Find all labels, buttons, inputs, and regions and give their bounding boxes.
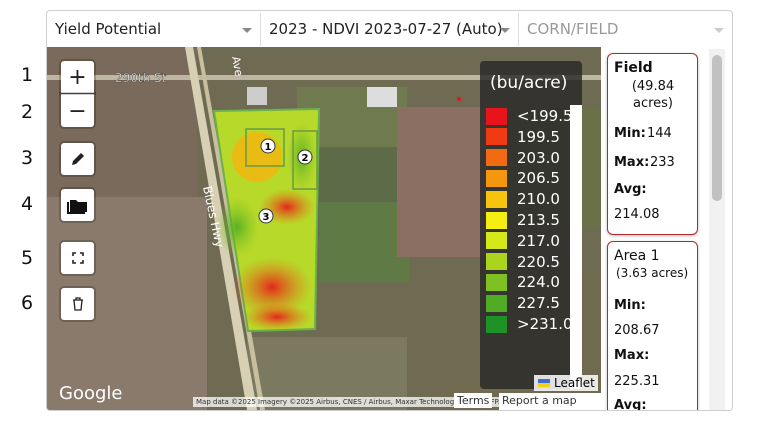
legend-item: 210.0 <box>486 190 560 208</box>
legend-swatch <box>486 190 507 208</box>
legend-swatch <box>486 315 507 333</box>
min-value: 144 <box>647 126 672 141</box>
legend-swatch <box>486 149 507 167</box>
dropdown-text: 2023 - NDVI 2023-07-27 (Auto) <box>269 20 503 38</box>
zoom-in-button[interactable]: + <box>61 61 94 93</box>
legend-item: 217.0 <box>486 232 560 250</box>
legend-label: >231.0 <box>517 315 573 333</box>
max-value: 233 <box>650 155 675 170</box>
min-label: Min: <box>614 126 646 141</box>
legend-swatch <box>486 128 507 146</box>
avg-label: Avg: <box>614 398 647 410</box>
legend-label: 217.0 <box>517 231 560 250</box>
legend-label: 227.5 <box>517 294 560 313</box>
map-labels: 1 2 3 290th St Ave Blues Hwy Google <box>59 55 309 404</box>
legend-item: 199.5 <box>486 128 560 146</box>
legend-item: >231.0 <box>486 315 573 333</box>
avg-value: 214.08 <box>614 207 660 222</box>
legend-item: 203.0 <box>486 149 560 167</box>
map-attribution: Map data ©2025 Imagery ©2025 Airbus, CNE… <box>193 397 529 407</box>
pencil-icon <box>71 153 84 165</box>
legend-label: 206.5 <box>517 169 560 188</box>
card-title: Area 1 <box>614 248 660 264</box>
legend-item: 213.5 <box>486 211 560 229</box>
zone-label: 1 <box>265 142 272 153</box>
tool-number: 6 <box>20 292 34 314</box>
street-label: Ave <box>229 55 245 77</box>
legend-label: 220.5 <box>517 252 560 271</box>
legend-label: 213.5 <box>517 211 560 229</box>
zone-label: 2 <box>302 153 309 164</box>
legend-item: 224.0 <box>486 273 560 291</box>
zoom-out-button[interactable]: − <box>61 94 94 127</box>
legend-label: 210.0 <box>517 190 560 209</box>
zone-label: 3 <box>263 212 270 223</box>
legend-label: <199.5 <box>517 107 573 125</box>
stats-card: Area 1 (3.63 acres) Min: 208.67 Max: 225… <box>607 241 698 410</box>
trash-icon <box>72 297 83 311</box>
street-label: 290th St <box>115 71 167 85</box>
legend-label: 199.5 <box>517 127 560 146</box>
legend-swatch <box>486 169 507 187</box>
delete-button[interactable] <box>61 288 94 320</box>
terms-link[interactable]: Terms <box>454 393 493 408</box>
stats-panel: Field (49.84 acres) Min: 144 Max: 233 Av… <box>601 47 732 410</box>
google-logo: Google <box>59 383 122 404</box>
legend-item: 206.5 <box>486 169 560 187</box>
legend-item: <199.5 <box>486 107 573 125</box>
scrollbar-track <box>709 49 725 410</box>
fullscreen-button[interactable] <box>61 242 94 274</box>
folder-icon <box>66 200 87 214</box>
fullscreen-icon <box>71 252 84 264</box>
tool-number: 4 <box>20 193 34 215</box>
tool-number: 3 <box>20 147 34 169</box>
card-acres: (49.84 acres) <box>631 79 675 111</box>
legend-label: 224.0 <box>517 273 560 292</box>
draw-button[interactable] <box>61 143 94 175</box>
min-label: Min: <box>614 298 646 313</box>
tool-number: 2 <box>20 101 34 123</box>
legend-label: 203.0 <box>517 148 560 167</box>
legend-swatch <box>486 294 507 312</box>
legend: (bu/acre) <199.5 199.5 203.0 206.5 210.0 213.… <box>480 61 582 389</box>
legend-scrollbar <box>570 105 582 389</box>
leaflet-flag <box>538 379 550 387</box>
legend-unit: (bu/acre) <box>490 73 568 93</box>
legend-swatch <box>486 273 507 291</box>
max-value: 225.31 <box>614 374 660 389</box>
scrollbar-thumb[interactable] <box>712 55 722 201</box>
dropdown-text: Yield Potential <box>55 20 162 38</box>
legend-swatch <box>486 107 507 125</box>
tool-number: 5 <box>20 247 34 269</box>
stats-card: Field (49.84 acres) Min: 144 Max: 233 Av… <box>607 53 698 235</box>
map[interactable]: 1 2 3 290th St Ave Blues Hwy Google + − … <box>47 47 601 410</box>
card-title: Field <box>614 60 653 76</box>
image-dropdown[interactable]: 2023 - NDVI 2023-07-27 (Auto) <box>261 13 519 46</box>
legend-swatch <box>486 211 507 229</box>
legend-swatch <box>486 253 507 271</box>
legend-swatch <box>486 232 507 250</box>
tool-number: 1 <box>20 64 34 86</box>
report-link[interactable]: Report a map error <box>499 393 601 410</box>
legend-item: 227.5 <box>486 294 560 312</box>
leaflet-attribution[interactable]: Leaflet <box>534 375 598 391</box>
crop-dropdown[interactable]: CORN/FIELD <box>519 13 732 46</box>
max-label: Max: <box>614 155 650 170</box>
folder-button[interactable] <box>61 189 94 221</box>
avg-label: Avg: <box>614 182 647 197</box>
legend-item: 220.5 <box>486 253 560 271</box>
card-acres: (3.63 acres) <box>616 266 689 280</box>
layer-dropdown[interactable]: Yield Potential <box>47 13 261 46</box>
dropdown-text: CORN/FIELD <box>527 20 619 38</box>
min-value: 208.67 <box>614 323 660 338</box>
highway-label: Blues Hwy <box>200 185 227 249</box>
leaflet-text: Leaflet <box>554 376 595 390</box>
max-label: Max: <box>614 348 650 363</box>
app-frame: Yield Potential 2023 - NDVI 2023-07-27 (… <box>46 10 733 411</box>
